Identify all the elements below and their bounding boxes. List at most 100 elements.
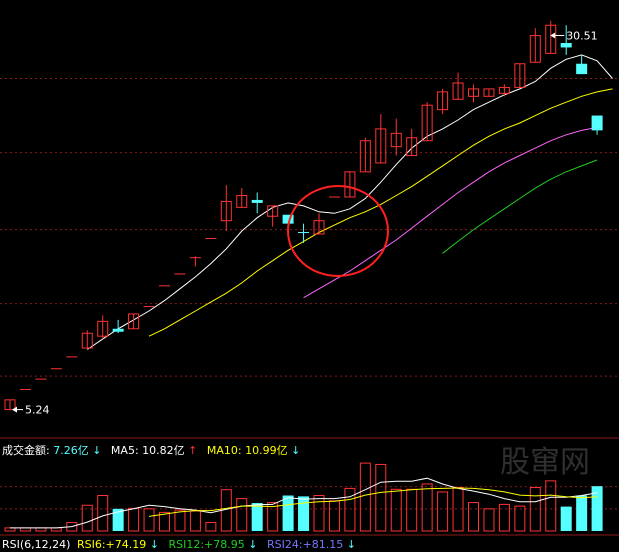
rsi12-label: RSI12: xyxy=(168,538,204,551)
candle xyxy=(498,84,510,97)
candle-body xyxy=(4,399,16,411)
volume-bar xyxy=(251,503,263,531)
candle-body xyxy=(236,195,248,208)
candle xyxy=(128,313,140,330)
volume-bar xyxy=(483,508,495,532)
volume-bar xyxy=(159,511,170,532)
candle xyxy=(545,20,557,54)
candle-body xyxy=(128,313,140,330)
volume-bar xyxy=(406,488,418,532)
volume-title: 成交金额 xyxy=(2,443,46,457)
candle xyxy=(298,223,310,243)
candle-body xyxy=(313,220,325,235)
candle-body xyxy=(220,200,232,222)
volume-bar xyxy=(282,495,294,531)
candle xyxy=(4,399,16,411)
candle-body xyxy=(406,137,418,157)
low-marker-arrowhead xyxy=(12,406,17,413)
candle-body xyxy=(576,63,588,75)
candle xyxy=(406,128,418,157)
candle xyxy=(251,192,263,214)
candle-body xyxy=(514,63,526,88)
candle-body xyxy=(112,328,124,332)
candle-body xyxy=(344,171,356,198)
candle-body xyxy=(483,88,495,97)
volume-bar xyxy=(205,522,217,532)
candle-body xyxy=(452,82,464,100)
rsi6-value: +74.19 xyxy=(106,538,147,551)
volume-bar xyxy=(375,463,387,532)
volume-bar xyxy=(498,503,510,532)
candle xyxy=(576,54,588,75)
down-arrow-icon: ↓ xyxy=(248,538,257,551)
candle xyxy=(313,213,325,235)
candle xyxy=(560,25,572,55)
candle-body xyxy=(498,86,510,94)
volume-bar xyxy=(97,495,109,532)
ma10-label: MA10 xyxy=(207,444,238,457)
candle xyxy=(97,315,109,340)
volume-bar xyxy=(560,506,572,531)
candle xyxy=(483,88,495,97)
ma-line xyxy=(87,54,613,350)
candle-body xyxy=(81,332,93,349)
candlesticks xyxy=(4,20,603,411)
volume-bar xyxy=(576,495,588,531)
volume-bar xyxy=(143,508,155,532)
rsi-title: RSI(6,12,24) xyxy=(2,538,70,551)
candle xyxy=(529,28,541,63)
volume-bar xyxy=(359,462,371,532)
volume-bar xyxy=(514,505,526,532)
candle xyxy=(468,84,479,103)
volume-info: 成交金额: 7.26亿 ↓ MA5: 10.82亿 ↑ MA10: 10.99亿… xyxy=(2,443,300,457)
volume-bar xyxy=(313,495,325,532)
down-arrow-icon: ↓ xyxy=(92,444,101,457)
candle xyxy=(112,319,124,334)
volume-ma-lines xyxy=(10,477,598,529)
volume-ma5-line xyxy=(10,477,598,529)
high-marker-arrowhead xyxy=(550,32,556,39)
candle-body xyxy=(375,128,387,164)
ma10-value: 10.99亿 xyxy=(245,444,288,457)
candle xyxy=(452,72,464,100)
volume-bar xyxy=(236,498,248,532)
volume-bar xyxy=(468,502,479,532)
volume-ma10-line xyxy=(148,487,598,517)
candle-body xyxy=(468,88,479,97)
candle xyxy=(81,330,93,349)
volume-bar xyxy=(529,487,541,532)
ma5-value: 10.82亿 xyxy=(142,444,185,457)
volume-bar xyxy=(545,480,557,532)
volume-bar xyxy=(174,509,186,532)
candle xyxy=(359,137,371,173)
rsi6-label: RSI6: xyxy=(77,538,106,551)
volume-bar xyxy=(437,491,449,532)
rsi-info: RSI(6,12,24) RSI6:+74.19 ↓ RSI12:+78.95 … xyxy=(2,538,356,551)
price-grid xyxy=(0,78,619,377)
volume-bar xyxy=(390,488,402,532)
candle-body xyxy=(251,199,263,203)
ma-line xyxy=(442,159,598,254)
candle-body xyxy=(97,320,109,337)
low-price-label: 5.24 xyxy=(25,404,50,417)
candle-body xyxy=(437,91,449,111)
candle xyxy=(421,102,433,142)
candle-body xyxy=(282,214,294,224)
down-arrow-icon: ↓ xyxy=(150,538,159,551)
volume-bar xyxy=(344,487,356,532)
volume-bar xyxy=(267,502,279,532)
volume-grid xyxy=(0,486,619,510)
volume-bar xyxy=(591,486,603,531)
up-arrow-icon: ↑ xyxy=(188,444,197,457)
candle-body xyxy=(421,104,433,142)
candle xyxy=(344,171,356,198)
down-arrow-icon: ↓ xyxy=(347,538,356,551)
volume-bar xyxy=(112,508,124,531)
candle xyxy=(437,88,449,115)
ma5-label: MA5 xyxy=(111,444,135,457)
candle-body xyxy=(545,24,557,54)
candle xyxy=(375,114,387,164)
candle xyxy=(390,118,402,156)
candle xyxy=(220,185,232,232)
